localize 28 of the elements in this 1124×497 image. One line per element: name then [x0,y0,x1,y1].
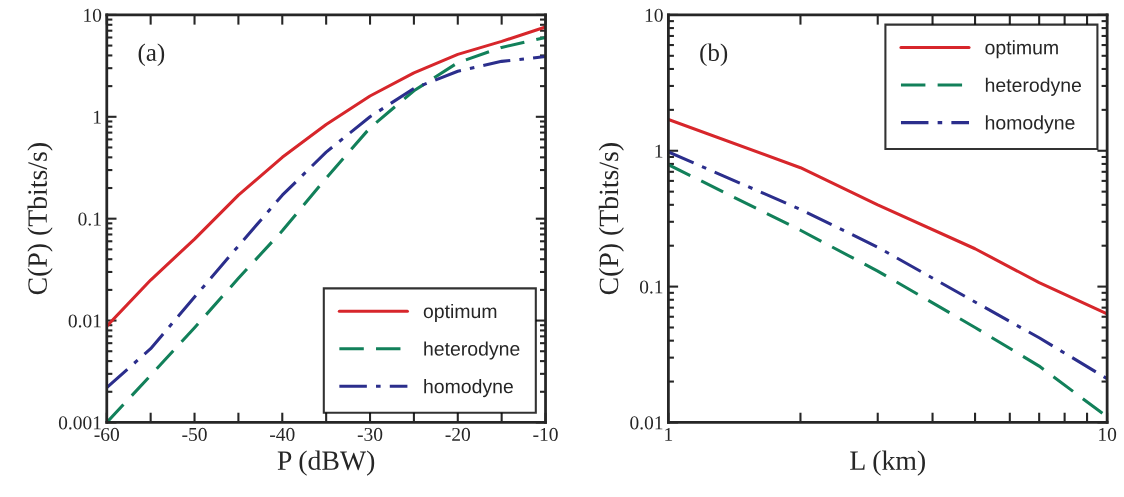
x-tick-label: -50 [182,427,207,441]
x-axis-title: P (dBW) [277,450,375,476]
x-tick-label: -30 [357,427,383,441]
x-tick-label: 1 [665,427,673,441]
line-series [106,25,546,328]
y-tick-label: 0.1 [639,280,663,294]
y-tick-label: 0.01 [630,416,663,430]
legend-label: heterodyne [424,341,520,360]
y-tick-label: 0.01 [68,314,101,328]
y-tick-label: 10 [84,8,102,22]
annotation: (a) [138,43,165,67]
y-tick-label: 1 [93,110,101,124]
legend-label: homodyne [424,379,513,398]
x-tick-label: -10 [533,427,558,441]
legend-label: heterodyne [985,77,1082,96]
legend-label: homodyne [985,115,1075,134]
x-axis-title: L (km) [850,450,925,476]
legend-label: optimum [985,40,1058,59]
y-tick-label: 10 [645,8,663,22]
annotation: (b) [700,43,728,67]
legend-label: optimum [423,303,497,323]
x-tick-label: -20 [445,427,470,441]
y-tick-label: 1 [655,144,663,158]
x-tick-label: 10 [1099,427,1117,441]
y-axis-title: C(P) (Tbits/s) [598,143,624,295]
y-axis-title: C(P) (Tbits/s) [27,143,53,295]
x-tick-label: -40 [270,427,295,441]
y-tick-label: 0.1 [78,212,101,226]
